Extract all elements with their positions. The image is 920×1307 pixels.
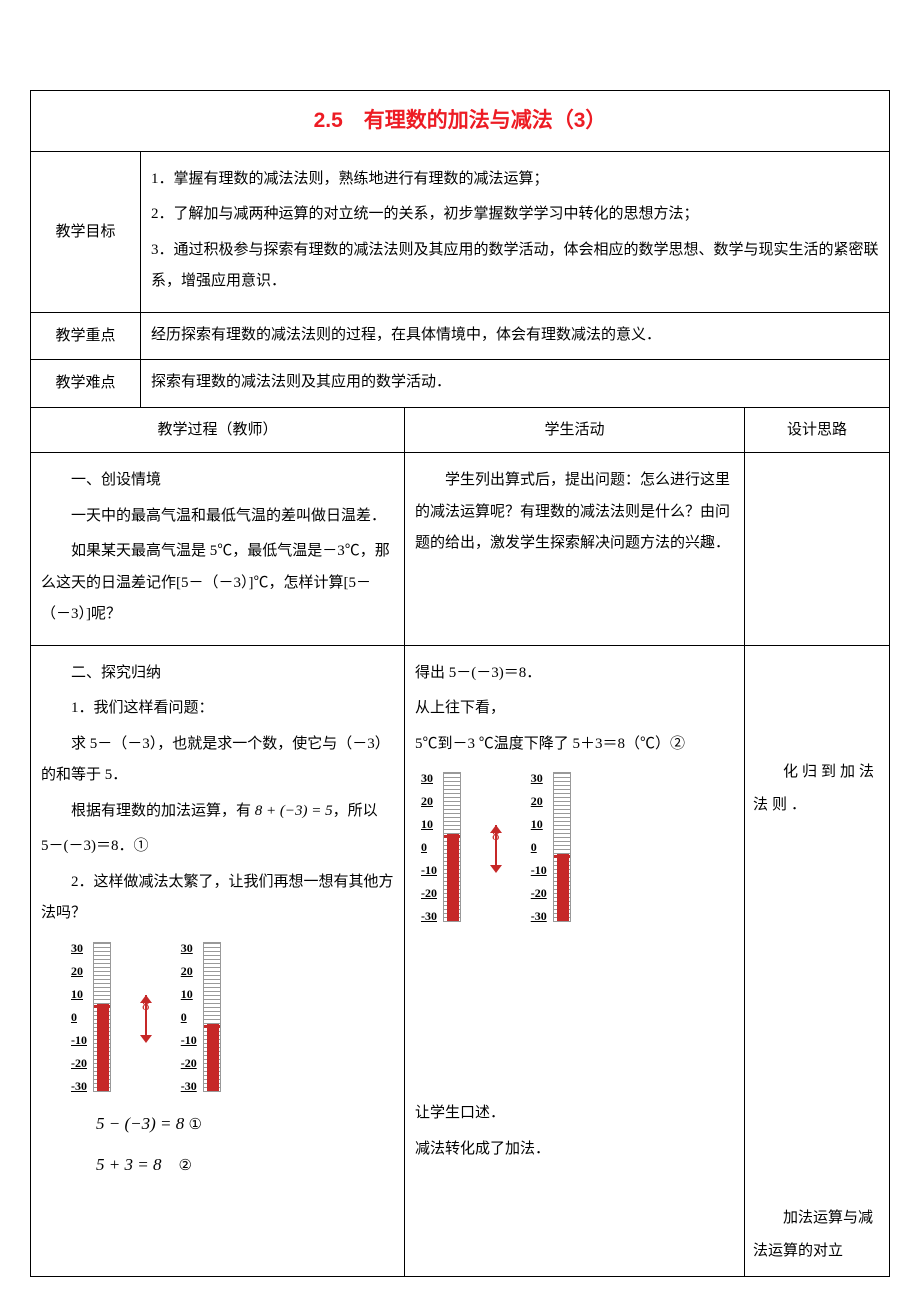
- goal-line-3: 3．通过积极参与探索有理数的减法法则及其应用的数学活动，体会相应的数学思想、数学…: [151, 235, 879, 298]
- ticks-right: 30 20 10 0 -10 -20 -30: [181, 942, 199, 1092]
- s2-p4: 5－(－3)＝8．①: [41, 831, 394, 863]
- focus-text: 经历探索有理数的减法法则的过程，在具体情境中，体会有理数减法的意义．: [151, 327, 661, 343]
- thermo-left: 30 20 10 0 -10 -20 -30: [71, 942, 111, 1092]
- s2-p5: 2．这样做减法太繁了，让我们再想一想有其他方法吗？: [41, 867, 394, 930]
- tube-right: [203, 942, 221, 1092]
- section2-teacher: 二、探究归纳 1．我们这样看问题： 求 5－（－3），也就是求一个数，使它与（－…: [31, 645, 405, 1276]
- s2-p1: 1．我们这样看问题：: [41, 693, 394, 725]
- col-header-process: 教学过程（教师）: [31, 407, 405, 453]
- focus-label: 教学重点: [31, 312, 141, 360]
- s1-p1: 一天中的最高气温和最低气温的差叫做日温差．: [41, 501, 394, 533]
- section1-teacher: 一、创设情境 一天中的最高气温和最低气温的差叫做日温差． 如果某天最高气温是 5…: [31, 453, 405, 646]
- thermo-left-mid: 30 20 10 0 -10 -20 -30: [421, 772, 461, 922]
- col-header-design: 设计思路: [745, 407, 890, 453]
- s2-mid-p1: 得出 5－(－3)＝8．: [415, 658, 734, 690]
- thermo-right-mid: 30 20 10 0 -10 -20 -30: [531, 772, 571, 922]
- diff-label: 教学难点: [31, 360, 141, 408]
- s1-student-p: 学生列出算式后，提出问题：怎么进行这里的减法运算呢？有理数的减法法则是什么？由问…: [415, 465, 734, 560]
- s1-p2: 如果某天最高气温是 5℃，最低气温是－3℃，那么这天的日温差记作[5－（－3）]…: [41, 536, 394, 631]
- arrow-col-mid: 8: [461, 772, 531, 922]
- tube-left: [93, 942, 111, 1092]
- s2-heading: 二、探究归纳: [41, 658, 394, 690]
- s2-p3: 根据有理数的加法运算，有 8 + (−3) = 5，所以: [41, 796, 394, 828]
- lesson-plan-table: 2.5 有理数的加法与减法（3） 教学目标 1．掌握有理数的减法法则，熟练地进行…: [30, 90, 890, 1277]
- s2-mid-p4: 让学生口述．: [415, 1098, 734, 1130]
- formula-2: 5 + 3 = 8 ②: [96, 1145, 394, 1186]
- goal-content: 1．掌握有理数的减法法则，熟练地进行有理数的减法运算； 2．了解加与减两种运算的…: [141, 151, 890, 312]
- section2-student: 得出 5－(－3)＝8． 从上往下看， 5℃到－3 ℃温度下降了 5＋3＝8（℃…: [405, 645, 745, 1276]
- design-p2: 加法运算与减法运算的对立: [753, 1202, 881, 1268]
- focus-content: 经历探索有理数的减法法则的过程，在具体情境中，体会有理数减法的意义．: [141, 312, 890, 360]
- s1-heading: 一、创设情境: [41, 465, 394, 497]
- s2-mid-p3: 5℃到－3 ℃温度下降了 5＋3＝8（℃）②: [415, 729, 734, 761]
- section2-design: 化归到加法法则． 加法运算与减法运算的对立: [745, 645, 890, 1276]
- s2-mid-p2: 从上往下看，: [415, 693, 734, 725]
- diff-content: 探索有理数的减法法则及其应用的数学活动．: [141, 360, 890, 408]
- ticks-left: 30 20 10 0 -10 -20 -30: [71, 942, 89, 1092]
- goal-label: 教学目标: [31, 151, 141, 312]
- section1-design: [745, 453, 890, 646]
- lesson-title: 2.5 有理数的加法与减法（3）: [314, 109, 607, 132]
- col-header-activity: 学生活动: [405, 407, 745, 453]
- section1-student: 学生列出算式后，提出问题：怎么进行这里的减法运算呢？有理数的减法法则是什么？由问…: [405, 453, 745, 646]
- goal-line-1: 1．掌握有理数的减法法则，熟练地进行有理数的减法运算；: [151, 164, 879, 196]
- design-p1: 化归到加法法则．: [753, 756, 881, 822]
- thermometer-diagram-left: 30 20 10 0 -10 -20 -30 8: [71, 942, 394, 1092]
- s2-mid-p5: 减法转化成了加法．: [415, 1134, 734, 1166]
- thermometer-diagram-mid: 30 20 10 0 -10 -20 -30 8: [421, 772, 734, 922]
- diff-text: 探索有理数的减法法则及其应用的数学活动．: [151, 374, 451, 390]
- arrow-label: 8: [142, 992, 150, 1021]
- title-cell: 2.5 有理数的加法与减法（3）: [31, 91, 890, 152]
- goal-line-2: 2．了解加与减两种运算的对立统一的关系，初步掌握数学学习中转化的思想方法；: [151, 199, 879, 231]
- s2-p2: 求 5－（－3），也就是求一个数，使它与（－3）的和等于 5．: [41, 729, 394, 792]
- formula-block: 5 − (−3) = 8 ① 5 + 3 = 8 ②: [96, 1104, 394, 1186]
- arrow-col-left: 8: [111, 942, 181, 1092]
- formula-1: 5 − (−3) = 8 ①: [96, 1104, 394, 1145]
- thermo-right: 30 20 10 0 -10 -20 -30: [181, 942, 221, 1092]
